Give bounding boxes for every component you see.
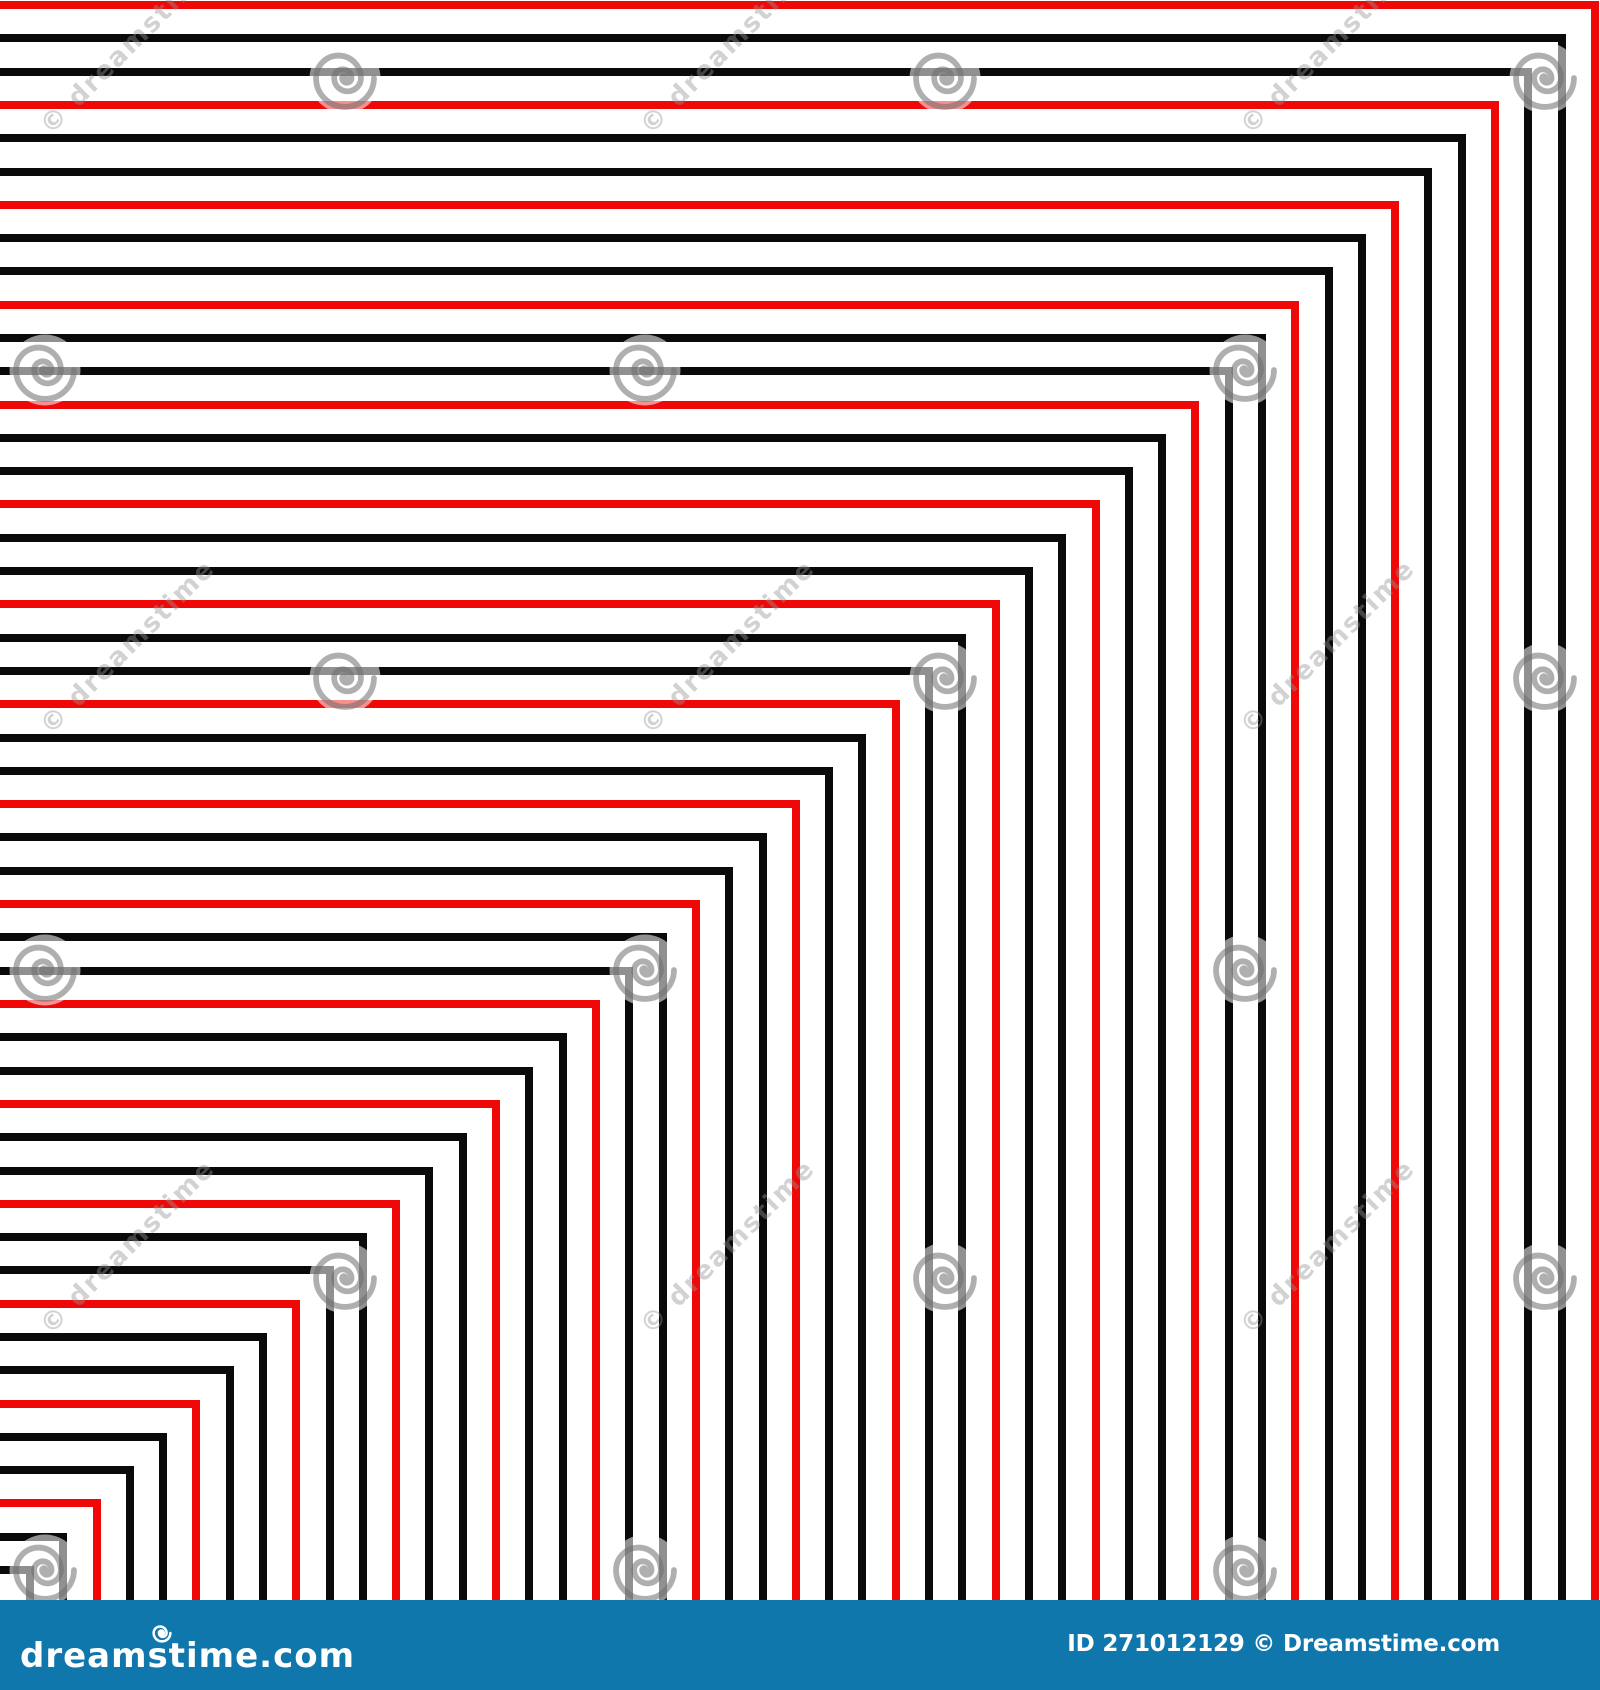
corner-line: [0, 1000, 600, 1600]
corner-line: [0, 567, 1033, 1600]
corner-line: [0, 734, 866, 1600]
corner-line: [0, 1233, 367, 1600]
corner-line: [0, 667, 933, 1600]
corner-line: [0, 967, 633, 1600]
corner-lines-pattern: © dreamstime © dreamstime © dreamstime © dr…: [0, 0, 1600, 1600]
corner-line: [0, 467, 1133, 1600]
corner-line: [0, 1200, 400, 1600]
corner-line: [0, 267, 1333, 1600]
corner-line: [0, 1133, 467, 1600]
corner-line: [0, 301, 1299, 1600]
corner-line: [0, 1400, 200, 1600]
corner-line: [0, 833, 767, 1600]
corner-line: [0, 401, 1199, 1600]
corner-line: [0, 201, 1399, 1600]
corner-line: [0, 434, 1166, 1600]
corner-line: [0, 800, 800, 1600]
dreamstime-spiral-icon: [152, 1625, 172, 1643]
corner-line: [0, 1333, 267, 1600]
corner-line: [0, 634, 966, 1600]
image-id-credit: ID 271012129 © Dreamstime.com: [1067, 1631, 1500, 1657]
corner-line: [0, 1100, 500, 1600]
corner-line: [0, 1266, 334, 1600]
dreamstime-logo-text: dreamstime.com: [20, 1636, 356, 1676]
watermark-footer-bar: dreamstime.com ID 271012129 © Dreamstime…: [0, 1600, 1600, 1690]
corner-line: [0, 134, 1466, 1600]
corner-line: [0, 1067, 533, 1600]
corner-line: [0, 600, 1000, 1600]
corner-line: [0, 1300, 300, 1600]
corner-line: [0, 1433, 167, 1600]
corner-line: [0, 900, 700, 1600]
corner-line: [0, 1466, 134, 1600]
corner-line: [0, 101, 1499, 1600]
corner-line: [0, 1167, 433, 1600]
corner-line: [0, 1, 1599, 1600]
corner-line: [0, 700, 900, 1600]
corner-line: [0, 1033, 567, 1600]
corner-line: [0, 168, 1432, 1600]
corner-line: [0, 534, 1066, 1600]
corner-line: [0, 234, 1366, 1600]
corner-line: [0, 1499, 101, 1600]
corner-line: [0, 500, 1100, 1600]
corner-line: [0, 34, 1566, 1600]
corner-line: [0, 933, 667, 1600]
corner-line: [0, 867, 733, 1600]
corner-line: [0, 1566, 34, 1600]
corner-line: [0, 767, 833, 1600]
corner-line: [0, 68, 1532, 1600]
corner-line: [0, 1366, 234, 1600]
